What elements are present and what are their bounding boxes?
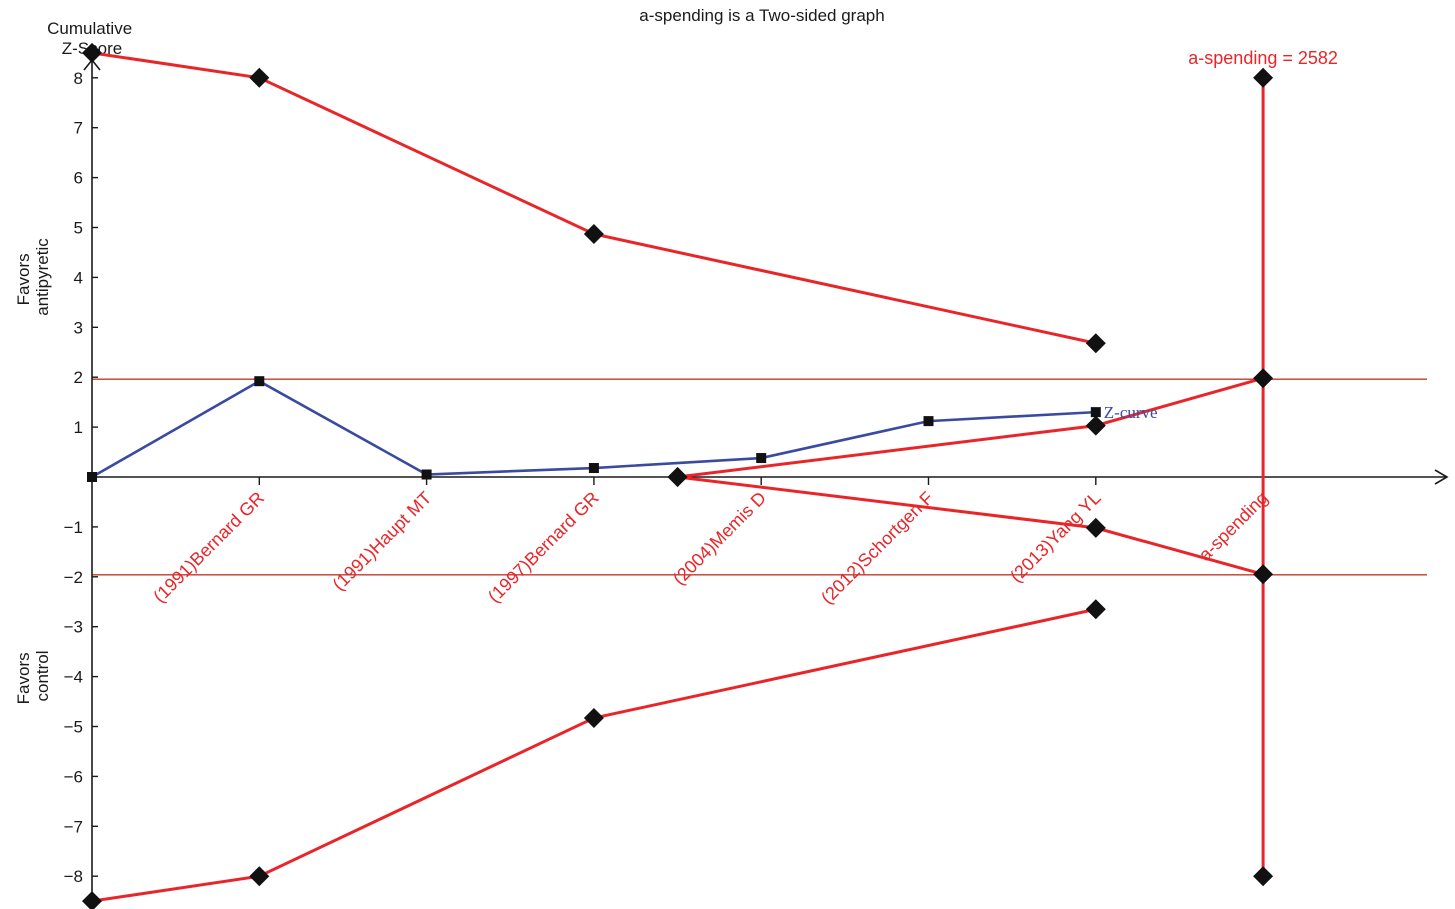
svg-text:Favors antipyretic: Favors antipyretic (14, 238, 52, 316)
z-curve-point (923, 416, 934, 427)
svg-text:Favors control: Favors control (14, 648, 52, 705)
monitoring-boundary-upper-marker (249, 67, 270, 88)
x-category-label: (1997)Bernard GR (484, 488, 603, 607)
x-category-label: a-spending (1195, 488, 1272, 565)
z-curve-line (91, 379, 1096, 479)
monitoring-boundary-upper-marker (82, 42, 102, 63)
z-curve-label: Z-curve (1104, 403, 1158, 422)
y-tick-label: −8 (64, 867, 83, 886)
x-axis-arrow (1434, 469, 1449, 485)
monitoring-boundary-upper-line (91, 51, 1097, 345)
y-tick-label: −7 (64, 817, 83, 836)
y-tick-label: −1 (64, 518, 83, 537)
y-tick-label: 6 (74, 169, 83, 188)
futility-boundary-upper-marker (1085, 415, 1106, 436)
y-tick-label: −3 (64, 618, 83, 637)
futility-boundary-lower-marker (1085, 517, 1106, 538)
x-axis-ticks (258, 477, 1264, 485)
y-tick-label: −5 (64, 718, 83, 737)
ris-marker (1253, 67, 1274, 88)
y-tick-label: 3 (74, 318, 83, 337)
z-curve-point (421, 469, 432, 480)
favors-lower-label: Favors control (14, 648, 52, 705)
y-tick-label: 2 (74, 368, 83, 387)
z-curve (87, 376, 1101, 482)
z-curve-point (756, 453, 767, 464)
ris-marker (1253, 866, 1274, 887)
y-tick-label: −4 (64, 668, 83, 687)
favors-upper-line-2: antipyretic (33, 238, 52, 316)
favors-upper-line-1: Favors (14, 253, 33, 305)
y-tick-label: 8 (74, 69, 83, 88)
x-axis-category-labels: (1991)Bernard GR (1991)Haupt MT (1997)Bern… (149, 488, 1272, 608)
y-tick-label: 4 (74, 268, 83, 287)
chart-title: a-spending is a Two-sided graph (639, 6, 884, 25)
favors-lower-line-2: control (33, 650, 52, 701)
y-tick-label: 5 (74, 219, 83, 238)
z-curve-point (87, 472, 97, 482)
boundary-markers (82, 42, 1274, 909)
futility-boundary-lower-line (677, 475, 1264, 576)
y-axis-ticks: 8 7 6 5 4 3 2 1 −1 −2 −3 −4 −5 −6 −7 −8 (64, 69, 98, 886)
monitoring-boundary-lower-line (91, 607, 1097, 903)
y-tick-label: 1 (74, 418, 83, 437)
ris-label: a-spending = 2582 (1188, 48, 1338, 68)
x-category-label: (2004)Memis D (669, 488, 770, 589)
x-category-label: (1991)Bernard GR (149, 488, 268, 607)
monitoring-boundary-upper-marker (1085, 333, 1106, 354)
futility-boundary-lower-marker (667, 467, 688, 487)
monitoring-boundary-lower-marker (1085, 599, 1106, 620)
axes (83, 52, 1449, 905)
y-tick-label: 7 (74, 119, 83, 138)
monitoring-boundary-lower-marker (249, 866, 270, 887)
monitoring-boundary-upper-marker (583, 223, 604, 244)
futility-boundary-upper-marker (1253, 368, 1274, 389)
x-category-label: (1991)Haupt MT (329, 488, 436, 595)
x-category-label: (2013)Yang YL (1006, 488, 1105, 587)
monitoring-boundary-lower-marker (82, 891, 102, 909)
y-tick-label: −2 (64, 568, 83, 587)
z-curve-point (254, 376, 265, 387)
conventional-boundaries (92, 378, 1427, 576)
z-curve-point (1090, 407, 1101, 418)
futility-boundary-lower-marker (1253, 564, 1274, 585)
y-tick-label: −6 (64, 767, 83, 786)
favors-lower-line-1: Favors (14, 652, 33, 704)
favors-upper-label: Favors antipyretic (14, 238, 52, 316)
z-curve-point (588, 463, 599, 474)
y-axis-title-line-1: Cumulative (47, 19, 132, 38)
monitoring-boundary-lower-marker (583, 708, 604, 729)
